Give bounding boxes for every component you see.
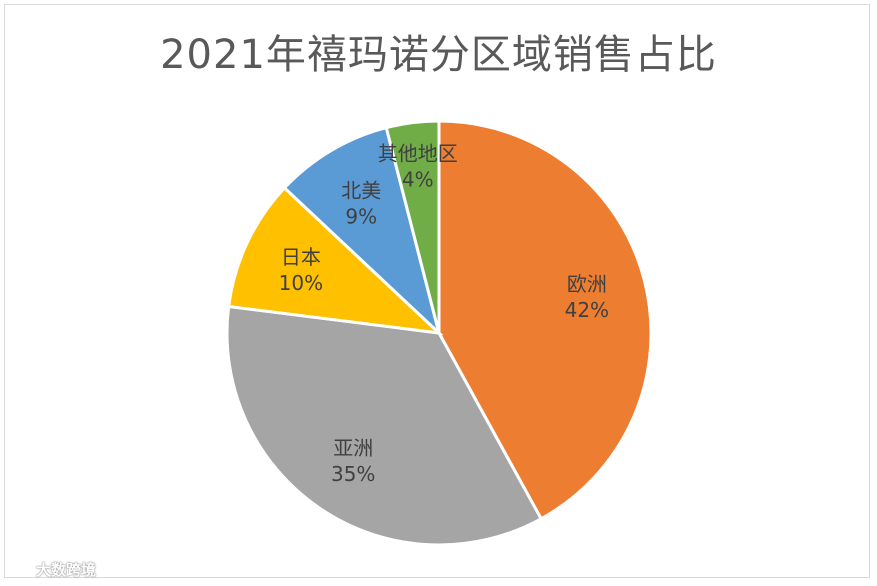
slice-label-4: 其他地区 (378, 142, 458, 166)
slice-label-1: 亚洲 (333, 436, 373, 460)
pie-slice-4 (384, 119, 441, 334)
slice-percent-1: 35% (331, 462, 375, 486)
pie-slice-2 (226, 185, 444, 336)
pie-slice-0 (437, 119, 653, 521)
slice-percent-4: 4% (402, 168, 434, 192)
slice-percent-0: 42% (565, 298, 609, 322)
watermark: 大数跨境 (6, 559, 96, 580)
slice-percent-2: 10% (279, 271, 323, 295)
pie-slice-3 (282, 125, 442, 338)
slice-label-3: 北美 (341, 179, 381, 203)
brand-logo-icon (6, 563, 31, 576)
watermark-text: 大数跨境 (36, 561, 97, 579)
slice-percent-3: 9% (345, 205, 377, 229)
pie-slice-1 (225, 304, 544, 547)
slice-label-2: 日本 (281, 245, 321, 269)
slice-label-0: 欧洲 (567, 272, 607, 296)
chart-title: 2021年禧玛诺分区域销售占比 (160, 32, 717, 78)
